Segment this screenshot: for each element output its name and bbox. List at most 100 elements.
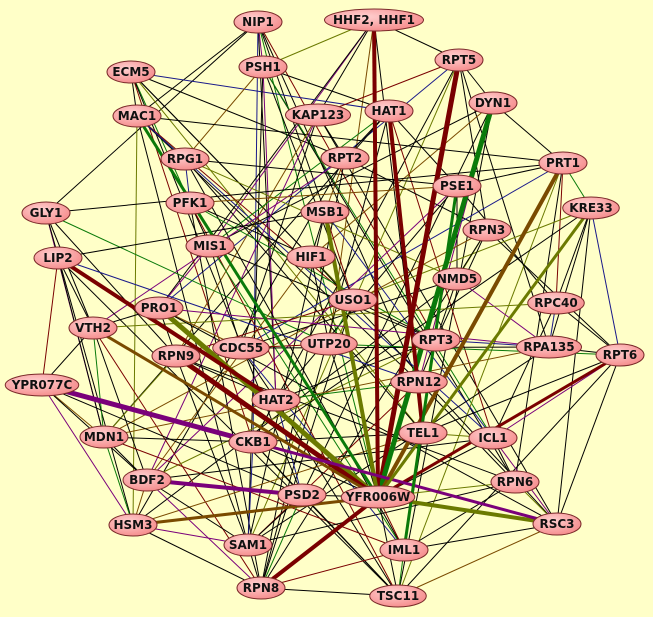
node-shape[interactable] — [21, 201, 71, 225]
node-shape[interactable] — [4, 373, 80, 397]
node[interactable]: HAT2 — [251, 388, 301, 412]
node-shape[interactable] — [106, 60, 156, 84]
node[interactable]: KAP123 — [285, 103, 351, 127]
node-shape[interactable] — [379, 538, 429, 562]
node-shape[interactable] — [300, 332, 358, 356]
node-shape[interactable] — [320, 146, 370, 170]
node-shape[interactable] — [286, 245, 336, 269]
node-shape[interactable] — [228, 430, 278, 454]
node-shape[interactable] — [527, 291, 585, 315]
node-shape[interactable] — [398, 421, 448, 445]
node-shape[interactable] — [595, 343, 645, 367]
node[interactable]: ICL1 — [468, 426, 518, 450]
node-shape[interactable] — [160, 147, 210, 171]
node-shape[interactable] — [236, 576, 286, 600]
node-shape[interactable] — [340, 485, 416, 509]
node-shape[interactable] — [238, 55, 288, 79]
node-shape[interactable] — [411, 328, 461, 352]
node[interactable]: MIS1 — [185, 234, 235, 258]
node[interactable]: YPR077C — [4, 373, 80, 397]
node-shape[interactable] — [300, 200, 350, 224]
node[interactable]: HHF2, HHF1 — [324, 8, 424, 32]
node[interactable]: PSD2 — [277, 483, 327, 507]
node-shape[interactable] — [364, 99, 414, 123]
node[interactable]: RPN9 — [151, 344, 201, 368]
node-shape[interactable] — [369, 584, 427, 608]
node[interactable]: RSC3 — [532, 512, 582, 536]
node-shape[interactable] — [108, 513, 158, 537]
node-shape[interactable] — [532, 512, 582, 536]
node[interactable]: TSC11 — [369, 584, 427, 608]
node-shape[interactable] — [324, 8, 424, 32]
node-shape[interactable] — [185, 234, 235, 258]
node[interactable]: KRE33 — [562, 196, 620, 220]
node[interactable]: TEL1 — [398, 421, 448, 445]
node-shape[interactable] — [328, 288, 378, 312]
node-shape[interactable] — [112, 104, 162, 128]
node[interactable]: VTH2 — [68, 316, 118, 340]
node-shape[interactable] — [468, 91, 518, 115]
node[interactable]: RPN8 — [236, 576, 286, 600]
node[interactable]: DYN1 — [468, 91, 518, 115]
node-shape[interactable] — [516, 335, 582, 359]
node-shape[interactable] — [490, 470, 540, 494]
node[interactable]: RPG1 — [160, 147, 210, 171]
node[interactable]: RPN3 — [462, 218, 512, 242]
heavy-edge — [174, 353, 380, 500]
node-shape[interactable] — [277, 483, 327, 507]
node[interactable]: MAC1 — [112, 104, 162, 128]
node-shape[interactable] — [432, 174, 482, 198]
node[interactable]: CKB1 — [228, 430, 278, 454]
node-shape[interactable] — [212, 336, 270, 360]
node-shape[interactable] — [285, 103, 351, 127]
node[interactable]: RPT5 — [434, 48, 484, 72]
node-shape[interactable] — [122, 468, 172, 492]
node[interactable]: LIP2 — [33, 246, 83, 270]
node[interactable]: HAT1 — [364, 99, 414, 123]
node[interactable]: SAM1 — [223, 533, 273, 557]
node-shape[interactable] — [432, 267, 482, 291]
node-shape[interactable] — [79, 425, 129, 449]
heavy-edge — [41, 382, 254, 445]
node-shape[interactable] — [151, 344, 201, 368]
node[interactable]: MSB1 — [300, 200, 350, 224]
node[interactable]: RPT3 — [411, 328, 461, 352]
node[interactable]: CDC55 — [212, 336, 270, 360]
node[interactable]: HIF1 — [286, 245, 336, 269]
node-shape[interactable] — [434, 48, 484, 72]
node[interactable]: RPA135 — [516, 335, 582, 359]
node-shape[interactable] — [538, 151, 588, 175]
node-shape[interactable] — [233, 10, 283, 34]
node[interactable]: BDF2 — [122, 468, 172, 492]
node-shape[interactable] — [562, 196, 620, 220]
node[interactable]: RPT2 — [320, 146, 370, 170]
node[interactable]: HSM3 — [108, 513, 158, 537]
node[interactable]: PRO1 — [134, 296, 184, 320]
node[interactable]: RPN12 — [390, 370, 448, 394]
node[interactable]: IML1 — [379, 538, 429, 562]
node[interactable]: PRT1 — [538, 151, 588, 175]
node[interactable]: RPC40 — [527, 291, 585, 315]
node[interactable]: GLY1 — [21, 201, 71, 225]
node-shape[interactable] — [462, 218, 512, 242]
node[interactable]: RPT6 — [595, 343, 645, 367]
node[interactable]: NIP1 — [233, 10, 283, 34]
node[interactable]: UTP20 — [300, 332, 358, 356]
node[interactable]: YFR006W — [340, 485, 416, 509]
node-shape[interactable] — [468, 426, 518, 450]
node-shape[interactable] — [165, 191, 215, 215]
node[interactable]: NMD5 — [432, 267, 482, 291]
node[interactable]: MDN1 — [79, 425, 129, 449]
node[interactable]: USO1 — [328, 288, 378, 312]
node[interactable]: PSE1 — [432, 174, 482, 198]
node-shape[interactable] — [251, 388, 301, 412]
node[interactable]: PSH1 — [238, 55, 288, 79]
node[interactable]: ECM5 — [106, 60, 156, 84]
node-shape[interactable] — [33, 246, 83, 270]
node[interactable]: RPN6 — [490, 470, 540, 494]
node-shape[interactable] — [390, 370, 448, 394]
node-shape[interactable] — [68, 316, 118, 340]
node-shape[interactable] — [223, 533, 273, 557]
node[interactable]: PFK1 — [165, 191, 215, 215]
node-shape[interactable] — [134, 296, 184, 320]
